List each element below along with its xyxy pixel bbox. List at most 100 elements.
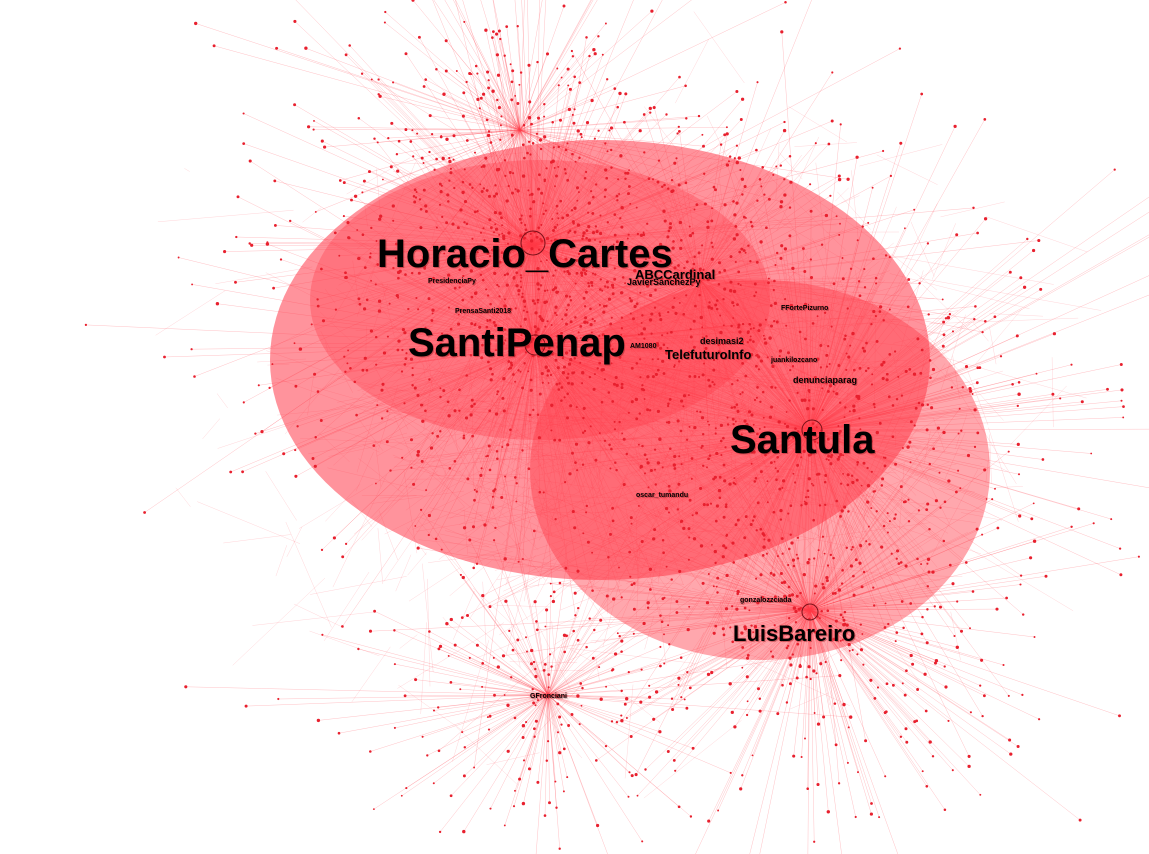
graph-node — [571, 371, 575, 375]
graph-node — [919, 371, 923, 375]
graph-node — [667, 310, 670, 314]
graph-node — [677, 264, 680, 267]
graph-node — [579, 361, 582, 364]
graph-node — [818, 504, 822, 507]
graph-node — [710, 670, 714, 675]
graph-node — [503, 54, 506, 57]
graph-node — [649, 588, 652, 591]
graph-node — [447, 200, 450, 203]
graph-node — [420, 156, 424, 160]
graph-node — [984, 320, 987, 323]
graph-node — [905, 669, 908, 673]
graph-node — [972, 206, 975, 210]
graph-node — [925, 641, 929, 645]
graph-node — [710, 543, 713, 546]
graph-node — [638, 333, 640, 336]
graph-node — [613, 87, 617, 90]
graph-node — [741, 391, 744, 394]
graph-node — [802, 449, 806, 453]
graph-node — [693, 208, 696, 211]
graph-node — [670, 189, 674, 194]
graph-node — [501, 341, 505, 346]
graph-node — [488, 714, 492, 718]
graph-node — [587, 281, 590, 285]
graph-node — [785, 411, 788, 413]
graph-node — [453, 643, 457, 647]
graph-node — [744, 357, 747, 360]
graph-node — [521, 292, 524, 295]
graph-node — [442, 389, 446, 393]
graph-node — [532, 200, 536, 204]
graph-node — [1019, 574, 1023, 577]
graph-node — [930, 406, 934, 410]
graph-node — [883, 626, 887, 629]
graph-node — [894, 640, 897, 643]
graph-node — [792, 435, 796, 439]
graph-node — [546, 369, 550, 373]
graph-node — [521, 724, 526, 728]
graph-node — [985, 498, 988, 500]
graph-node — [766, 356, 769, 359]
graph-node — [667, 420, 671, 424]
graph-node — [613, 652, 618, 656]
graph-node — [436, 434, 440, 438]
graph-node — [692, 262, 696, 266]
graph-node — [757, 368, 761, 371]
graph-node — [682, 312, 685, 316]
graph-node — [684, 181, 688, 185]
graph-node — [569, 320, 573, 324]
graph-node — [768, 415, 773, 419]
graph-node — [590, 331, 593, 334]
graph-node — [832, 637, 836, 641]
graph-node — [969, 389, 973, 393]
graph-node — [452, 134, 456, 138]
graph-node — [422, 255, 425, 259]
graph-node — [599, 697, 603, 701]
graph-node — [495, 32, 499, 36]
graph-node — [608, 443, 611, 447]
graph-node — [524, 228, 528, 232]
graph-node — [928, 740, 932, 744]
graph-node — [586, 321, 589, 324]
graph-node — [789, 533, 792, 536]
graph-node — [635, 417, 639, 421]
graph-node — [670, 282, 673, 286]
graph-node — [791, 266, 795, 271]
graph-node — [566, 269, 570, 274]
graph-node — [1137, 555, 1140, 558]
graph-node — [610, 316, 613, 319]
graph-node — [407, 307, 410, 311]
graph-node — [845, 352, 848, 355]
graph-node — [752, 423, 755, 426]
graph-node — [944, 317, 948, 320]
graph-node — [288, 219, 292, 223]
graph-node — [1038, 718, 1041, 721]
graph-node — [743, 536, 747, 540]
graph-node — [310, 323, 313, 326]
graph-node — [942, 430, 946, 435]
graph-node — [567, 372, 570, 376]
graph-node — [478, 325, 482, 329]
graph-node — [536, 301, 539, 304]
graph-node — [1029, 556, 1033, 560]
graph-node — [481, 343, 484, 347]
graph-node — [780, 537, 784, 540]
graph-node — [688, 425, 691, 428]
graph-node — [620, 689, 623, 693]
graph-node — [498, 260, 502, 264]
graph-node — [431, 432, 434, 435]
graph-node — [735, 160, 739, 165]
graph-node — [650, 274, 654, 278]
graph-node — [444, 69, 448, 73]
graph-node — [602, 310, 606, 314]
graph-node — [486, 70, 490, 74]
graph-node — [714, 519, 718, 523]
graph-node — [587, 225, 591, 229]
graph-node — [521, 386, 525, 390]
graph-node — [981, 533, 984, 536]
graph-node — [663, 633, 665, 636]
graph-node — [571, 55, 575, 58]
graph-node — [589, 322, 593, 327]
graph-node — [859, 543, 862, 547]
graph-node — [657, 159, 661, 162]
